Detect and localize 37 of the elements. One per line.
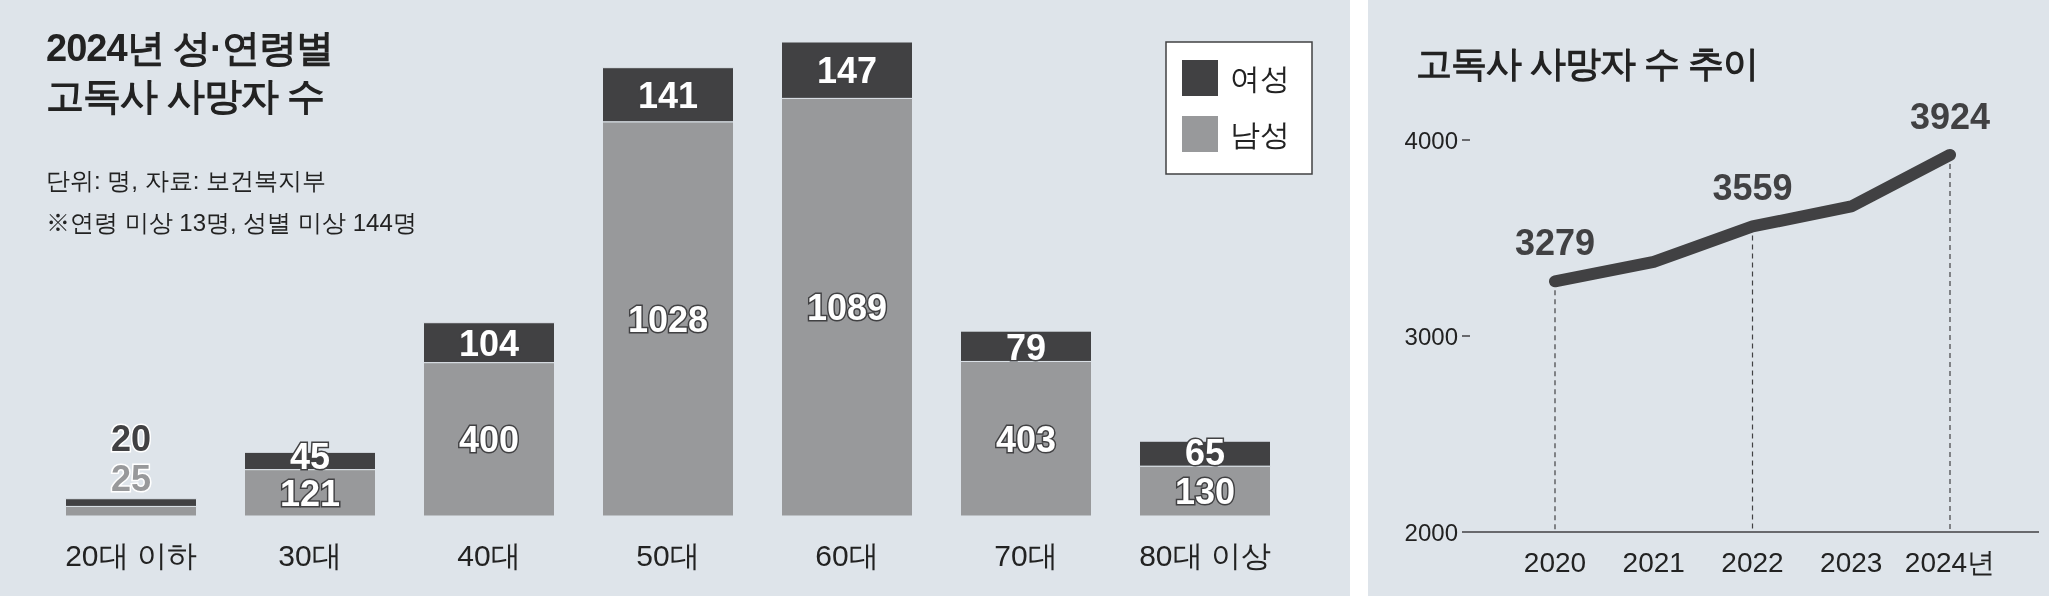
data-label: 3924 [1909,95,1991,137]
data-label: 403 [995,418,1057,460]
y-tick-label: 2000 [1404,519,1458,546]
x-tick-label: 2024년 [1904,547,1996,578]
data-label: 3279 [1514,222,1596,264]
data-label: 121 [279,472,341,514]
data-label: 1089 [806,287,888,329]
y-tick-label: 4000 [1404,127,1458,154]
x-tick-label: 2022 [1721,547,1784,578]
data-label: 3559 [1712,167,1793,209]
legend-label: 남성 [1230,118,1290,151]
x-tick-label: 20대 이하 [65,539,197,572]
x-tick-label: 2023 [1820,547,1883,578]
data-label: 104 [458,322,520,364]
data-label: 141 [637,74,699,116]
x-tick-label: 60대 [815,539,879,572]
annotation: 단위: 명, 자료: 보건복지부 [46,166,327,196]
x-tick-label: 2021 [1622,547,1685,578]
y-tick-label: 3000 [1404,323,1458,350]
data-label: 25 [110,457,152,499]
data-label: 79 [1005,327,1047,369]
legend-label: 여성 [1230,62,1290,95]
data-label: 147 [816,50,878,92]
chart-title: 고독사 사망자 수 추이 [1416,42,1759,86]
x-tick-label: 40대 [457,539,521,572]
x-tick-label: 80대 이상 [1139,539,1271,572]
x-tick-label: 50대 [636,539,700,572]
x-tick-label: 2020 [1523,547,1587,578]
annotation: ※연령 미상 13명, 성별 미상 144명 [46,208,417,238]
chart-title: 2024년 성·연령별 고독사 사망자 수 [46,26,334,119]
data-label: 65 [1184,432,1226,474]
x-tick-label: 30대 [278,539,342,572]
data-label: 400 [458,419,520,461]
data-label: 1028 [627,298,709,340]
data-label: 130 [1174,471,1236,513]
data-label: 20 [110,417,152,459]
x-tick-label: 70대 [994,539,1058,572]
